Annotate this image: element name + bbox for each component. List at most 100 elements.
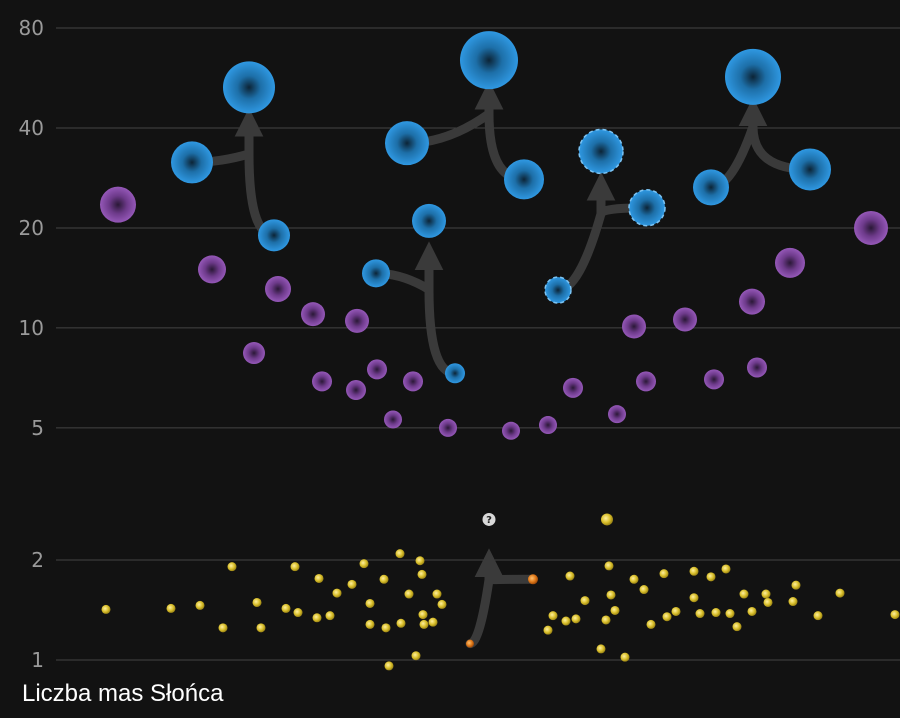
- neutron_star-point: [689, 566, 699, 576]
- neutron_star-point: [721, 564, 731, 574]
- neutron_star-point: [725, 609, 735, 619]
- star_remnant-point: [747, 357, 767, 378]
- neutron_star-point: [411, 651, 421, 661]
- neutron_star-point: [256, 623, 266, 633]
- star_remnant-point: [636, 371, 656, 392]
- neutron_star-point: [629, 574, 639, 584]
- star_remnant-point: [854, 210, 888, 245]
- neutron_star-point: [639, 585, 649, 595]
- neutron_star-point: [428, 617, 438, 627]
- star_remnant-point: [301, 302, 325, 327]
- star_remnant-point: [265, 275, 291, 302]
- black_hole_dashed-point: [578, 128, 624, 175]
- y-tick-label: 5: [31, 416, 44, 440]
- neutron_star-point: [620, 652, 630, 662]
- neutron_star-point: [365, 619, 375, 629]
- neutron_star-point: [417, 569, 427, 579]
- neutron_star-point: [404, 589, 414, 599]
- neutron_star-point: [381, 623, 391, 633]
- neutron_star-point: [695, 609, 705, 619]
- y-tick-label: 10: [19, 316, 44, 340]
- black_hole-point: [504, 159, 544, 200]
- neutron_star-point: [671, 606, 681, 616]
- neutron_star-point: [166, 603, 176, 613]
- star_remnant-point: [312, 371, 332, 392]
- star_remnant-point: [502, 421, 520, 440]
- y-tick-label: 20: [19, 216, 44, 240]
- y-tick-label: 1: [31, 648, 44, 672]
- y-tick-label: 80: [19, 16, 44, 40]
- neutron_star-point: [293, 608, 303, 618]
- neutron_star-point: [281, 603, 291, 613]
- black_hole_dashed-point: [628, 189, 666, 227]
- star_remnant-point: [739, 288, 765, 315]
- black_hole-point: [223, 61, 275, 114]
- neutron_star-point: [763, 597, 773, 607]
- black_hole-point: [693, 169, 729, 206]
- neutron_star-point: [415, 556, 425, 566]
- neutron_star-point: [347, 579, 357, 589]
- black_hole-point: [445, 363, 465, 384]
- neutron_star-point: [662, 612, 672, 622]
- neutron_star-point: [395, 549, 405, 559]
- star_remnant-point: [439, 418, 457, 437]
- black_hole-point: [725, 48, 781, 105]
- neutron_star-point: [227, 562, 237, 572]
- star_remnant-point: [198, 255, 226, 284]
- neutron_star-point: [747, 606, 757, 616]
- neutron_star-point: [101, 604, 111, 614]
- neutron_star-point: [384, 661, 394, 671]
- black_hole-point: [385, 121, 429, 166]
- star_remnant-point: [403, 371, 423, 392]
- neutron_star-point: [561, 616, 571, 626]
- neutron_star-point: [610, 605, 620, 615]
- neutron_star-point: [571, 614, 581, 624]
- neutron_star-point: [379, 574, 389, 584]
- neutron_star-point: [218, 623, 228, 633]
- star_remnant-point: [384, 410, 402, 429]
- star_remnant-point: [704, 369, 724, 390]
- neutron_star-point: [290, 562, 300, 572]
- neutron_star-point: [332, 588, 342, 598]
- star_remnant-point: [100, 186, 136, 223]
- neutron_star-point: [359, 559, 369, 569]
- neutron_star-point: [365, 598, 375, 608]
- neutron_star-point: [325, 611, 335, 621]
- neutron_star-point: [418, 610, 428, 620]
- y-axis-label: Liczba mas Słońca: [22, 680, 224, 707]
- neutron_star-point: [646, 619, 656, 629]
- neutron_star-point: [732, 622, 742, 632]
- black_hole-point: [460, 31, 518, 90]
- neutron_star-point: [689, 593, 699, 603]
- neutron_star-point: [419, 619, 429, 629]
- merger-arrow: [465, 560, 538, 649]
- black_hole-point: [362, 259, 390, 288]
- neutron_star-point: [761, 589, 771, 599]
- neutron_star-point: [252, 597, 262, 607]
- star_remnant-point: [345, 308, 369, 333]
- black_hole-point: [789, 148, 831, 191]
- black_hole-point: [412, 203, 446, 238]
- star_remnant-point: [243, 342, 265, 365]
- neutron_star-point: [711, 608, 721, 618]
- star_remnant-point: [539, 416, 557, 435]
- neutron_star-point: [659, 569, 669, 579]
- star_remnant-point: [673, 307, 697, 332]
- neutron_star-point: [314, 573, 324, 583]
- neutron_star-point: [606, 590, 616, 600]
- black_hole-point: [258, 219, 290, 252]
- star_remnant-point: [563, 377, 583, 398]
- neutron_star-point: [548, 611, 558, 621]
- y-tick-label: 2: [31, 548, 44, 572]
- neutron_star-point: [195, 600, 205, 610]
- unknown-marker: [482, 512, 496, 526]
- neutron_star-point: [580, 596, 590, 606]
- neutron_star-point: [437, 599, 447, 609]
- neutron_star-point: [396, 618, 406, 628]
- star_remnant-point: [775, 247, 805, 278]
- star_remnant-point: [346, 380, 366, 401]
- neutron_star-point: [788, 597, 798, 607]
- black_hole-point: [171, 141, 213, 184]
- neutron_star-point: [312, 613, 322, 623]
